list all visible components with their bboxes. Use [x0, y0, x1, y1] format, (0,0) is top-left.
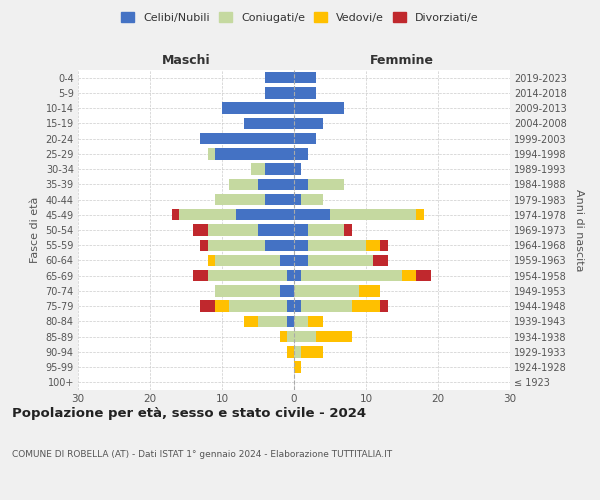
Bar [294, 118, 323, 129]
Bar [416, 209, 424, 220]
Bar [215, 285, 280, 296]
Bar [416, 270, 431, 281]
Bar [294, 331, 316, 342]
Bar [294, 300, 301, 312]
Bar [308, 316, 323, 327]
Bar [215, 255, 280, 266]
Bar [330, 209, 416, 220]
Bar [265, 194, 294, 205]
Text: Maschi: Maschi [161, 54, 211, 68]
Bar [344, 224, 352, 235]
Text: Popolazione per età, sesso e stato civile - 2024: Popolazione per età, sesso e stato civil… [12, 408, 366, 420]
Bar [265, 72, 294, 84]
Bar [280, 255, 294, 266]
Bar [294, 240, 308, 251]
Bar [222, 102, 294, 114]
Bar [301, 270, 402, 281]
Bar [352, 300, 380, 312]
Bar [308, 255, 373, 266]
Bar [308, 240, 366, 251]
Bar [301, 300, 352, 312]
Bar [373, 255, 388, 266]
Bar [244, 118, 294, 129]
Bar [193, 270, 208, 281]
Bar [229, 178, 258, 190]
Bar [308, 224, 344, 235]
Bar [301, 346, 323, 358]
Bar [294, 194, 301, 205]
Bar [172, 209, 179, 220]
Bar [294, 87, 316, 99]
Bar [287, 346, 294, 358]
Bar [208, 270, 287, 281]
Bar [380, 300, 388, 312]
Bar [200, 240, 208, 251]
Bar [251, 164, 265, 175]
Bar [208, 240, 265, 251]
Text: COMUNE DI ROBELLA (AT) - Dati ISTAT 1° gennaio 2024 - Elaborazione TUTTITALIA.IT: COMUNE DI ROBELLA (AT) - Dati ISTAT 1° g… [12, 450, 392, 459]
Bar [366, 240, 380, 251]
Bar [280, 285, 294, 296]
Bar [294, 72, 316, 84]
Bar [179, 209, 236, 220]
Bar [258, 178, 294, 190]
Bar [193, 224, 208, 235]
Bar [402, 270, 416, 281]
Bar [287, 270, 294, 281]
Y-axis label: Fasce di età: Fasce di età [30, 197, 40, 263]
Bar [200, 300, 215, 312]
Bar [215, 194, 265, 205]
Bar [301, 194, 323, 205]
Bar [316, 331, 352, 342]
Bar [208, 224, 258, 235]
Bar [208, 255, 215, 266]
Text: Femmine: Femmine [370, 54, 434, 68]
Bar [244, 316, 258, 327]
Bar [215, 148, 294, 160]
Bar [265, 87, 294, 99]
Bar [229, 300, 287, 312]
Bar [294, 255, 308, 266]
Bar [294, 102, 344, 114]
Bar [294, 362, 301, 373]
Bar [294, 270, 301, 281]
Bar [287, 300, 294, 312]
Bar [258, 224, 294, 235]
Bar [294, 164, 301, 175]
Y-axis label: Anni di nascita: Anni di nascita [574, 188, 584, 271]
Bar [287, 316, 294, 327]
Bar [280, 331, 287, 342]
Bar [294, 285, 359, 296]
Bar [294, 133, 316, 144]
Bar [236, 209, 294, 220]
Bar [200, 133, 294, 144]
Bar [359, 285, 380, 296]
Bar [258, 316, 287, 327]
Bar [308, 178, 344, 190]
Bar [294, 178, 308, 190]
Bar [215, 300, 229, 312]
Bar [208, 148, 215, 160]
Bar [265, 164, 294, 175]
Bar [380, 240, 388, 251]
Bar [265, 240, 294, 251]
Legend: Celibi/Nubili, Coniugati/e, Vedovi/e, Divorziati/e: Celibi/Nubili, Coniugati/e, Vedovi/e, Di… [117, 8, 483, 28]
Bar [294, 316, 308, 327]
Bar [294, 224, 308, 235]
Bar [287, 331, 294, 342]
Bar [294, 209, 330, 220]
Bar [294, 148, 308, 160]
Bar [294, 346, 301, 358]
